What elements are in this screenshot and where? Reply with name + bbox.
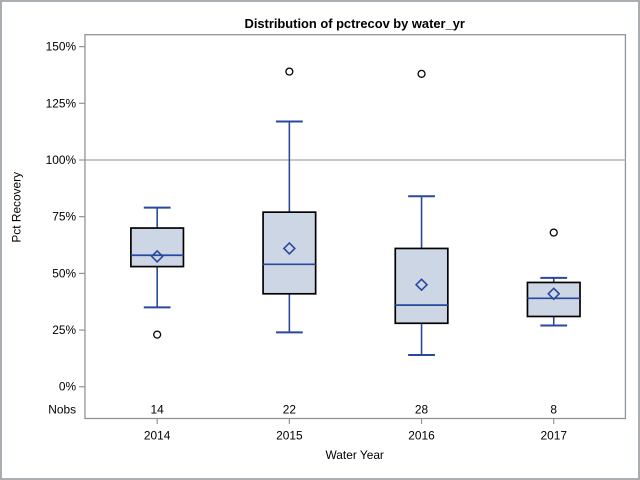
outlier-point [153, 330, 162, 339]
x-axis-category-label: 2014 [144, 428, 171, 442]
y-axis-tick-label: 150% [46, 40, 77, 54]
x-axis-title: Water Year [326, 448, 384, 462]
outlier-point [285, 67, 294, 76]
y-axis-tick-label: 50% [52, 266, 76, 280]
y-axis-tick-label: 125% [46, 96, 77, 110]
mean-diamond-marker [547, 287, 561, 301]
outlier-point [549, 228, 558, 237]
nobs-value: 14 [151, 403, 165, 417]
nobs-value: 8 [550, 403, 557, 417]
mean-diamond-marker [282, 241, 296, 256]
plot-area: 0% 25% 50% 75% 100% 125% 150% 2014 14 2015 22 2016 2… [46, 34, 627, 442]
x-axis-category-label: 2017 [541, 428, 568, 442]
outlier-point [417, 69, 426, 78]
plot-frame [84, 34, 627, 420]
y-axis-tick-label: 100% [46, 153, 77, 167]
nobs-row-label: Nobs [48, 403, 76, 417]
iqr-box [394, 247, 449, 325]
x-axis-category-label: 2015 [276, 428, 303, 442]
mean-diamond-marker [414, 278, 429, 292]
iqr-box [130, 227, 185, 268]
nobs-value: 28 [415, 403, 429, 417]
y-axis-tick-label: 75% [52, 210, 76, 224]
x-axis-category-label: 2016 [408, 428, 435, 442]
y-axis-tick-label: 0% [59, 380, 77, 394]
y-axis-title: Pct Recovery [10, 172, 24, 243]
chart-title: Distribution of pctrecov by water_yr [245, 16, 465, 31]
nobs-value: 22 [283, 403, 297, 417]
y-axis-tick-label: 25% [52, 323, 76, 337]
mean-diamond-marker [150, 249, 164, 263]
